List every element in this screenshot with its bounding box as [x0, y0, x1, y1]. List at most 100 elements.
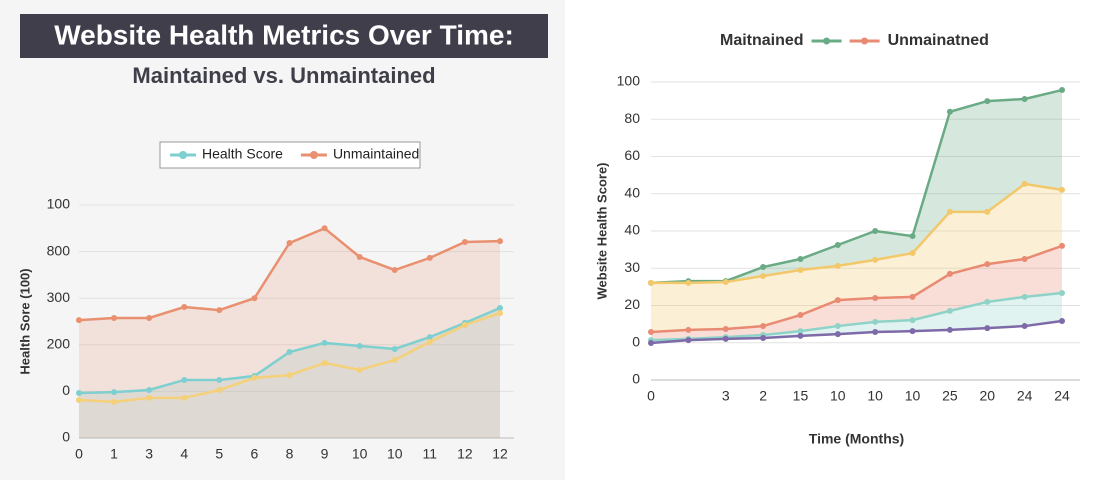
legend-label: Unmaintained: [333, 146, 419, 162]
data-point: [946, 270, 953, 277]
data-point: [1021, 256, 1028, 263]
y-axis-title: Website Health Score): [594, 162, 609, 299]
data-point: [356, 342, 363, 349]
data-point: [426, 339, 433, 346]
y-tick-label: 100: [47, 196, 71, 212]
x-tick-label: 1: [110, 446, 118, 462]
data-point: [872, 329, 879, 336]
x-tick-label: 10: [352, 446, 368, 462]
x-tick-label: 11: [423, 446, 438, 462]
data-point: [797, 256, 804, 263]
data-point: [984, 98, 991, 105]
legend-marker: [179, 151, 187, 159]
x-tick-label: 10: [830, 388, 846, 404]
data-point: [797, 332, 804, 339]
data-point: [426, 334, 433, 341]
x-tick-label: 5: [215, 446, 223, 462]
x-tick-label: 0: [647, 388, 655, 404]
data-point: [286, 349, 293, 356]
x-tick-label: 15: [793, 388, 809, 404]
data-point: [760, 334, 767, 341]
data-point: [722, 335, 729, 342]
y-tick-label: 0: [62, 382, 70, 398]
y-tick-label: 100: [617, 73, 641, 89]
data-point: [146, 394, 153, 401]
x-tick-label: 0: [75, 446, 83, 462]
data-point: [1059, 87, 1065, 94]
data-point: [872, 295, 879, 302]
data-point: [286, 372, 293, 379]
data-point: [111, 398, 118, 405]
data-point: [834, 323, 841, 330]
data-point: [1021, 95, 1028, 102]
data-point: [722, 326, 729, 333]
y-tick-label: 0: [62, 429, 70, 445]
y-tick-label: 40: [624, 222, 640, 238]
data-point: [111, 389, 118, 396]
data-point: [216, 307, 223, 314]
data-point: [1021, 293, 1028, 300]
data-point: [648, 340, 654, 347]
data-point: [909, 317, 916, 324]
data-point: [391, 356, 398, 363]
y-tick-label: 0: [632, 371, 640, 387]
y-tick-label: 80: [624, 110, 640, 126]
x-tick-label: 3: [145, 446, 153, 462]
x-tick-label: 24: [1054, 388, 1070, 404]
data-point: [797, 312, 804, 319]
y-tick-label: 60: [624, 147, 640, 163]
data-point: [984, 261, 991, 268]
x-tick-label: 10: [905, 388, 921, 404]
data-point: [909, 250, 916, 257]
y-tick-label: 30: [624, 259, 640, 275]
legend-marker: [861, 37, 869, 45]
data-point: [834, 331, 841, 338]
data-point: [984, 208, 991, 215]
data-point: [181, 394, 188, 401]
data-point: [461, 239, 468, 246]
x-tick-label: 2: [759, 388, 767, 404]
x-tick-label: 6: [251, 446, 259, 462]
data-point: [1021, 323, 1028, 330]
legend-label: Maitnained: [720, 32, 804, 49]
x-tick-label: 10: [867, 388, 883, 404]
legend-marker: [823, 37, 831, 45]
data-point: [946, 307, 953, 314]
data-point: [251, 295, 258, 302]
x-tick-label: 8: [286, 446, 294, 462]
series-line: [650, 319, 1063, 345]
data-point: [797, 267, 804, 274]
title-box: [20, 14, 548, 58]
data-point: [946, 108, 953, 115]
legend-label: Health Score: [202, 146, 283, 162]
area-fill: [651, 90, 1062, 283]
data-point: [1059, 289, 1065, 296]
data-point: [984, 325, 991, 332]
data-point: [391, 267, 398, 274]
data-point: [872, 256, 879, 263]
x-tick-label: 9: [321, 446, 329, 462]
data-point: [1059, 242, 1065, 249]
data-point: [356, 366, 363, 373]
x-tick-label: 10: [387, 446, 403, 462]
y-tick-label: 800: [47, 242, 71, 258]
data-point: [356, 253, 363, 260]
data-point: [648, 279, 654, 286]
data-point: [497, 304, 503, 311]
x-tick-label: 4: [180, 446, 188, 462]
y-tick-label: 40: [624, 184, 640, 200]
legend-label: Unmainatned: [888, 32, 989, 49]
data-point: [146, 315, 153, 322]
data-point: [984, 298, 991, 305]
data-point: [321, 359, 328, 366]
data-point: [286, 239, 293, 246]
data-point: [76, 317, 82, 324]
data-point: [1059, 317, 1065, 324]
x-tick-label: 20: [979, 388, 995, 404]
area-fill: [651, 183, 1062, 333]
data-point: [251, 374, 258, 381]
data-point: [909, 233, 916, 240]
x-tick-label: 12: [492, 446, 508, 462]
data-point: [461, 321, 468, 328]
